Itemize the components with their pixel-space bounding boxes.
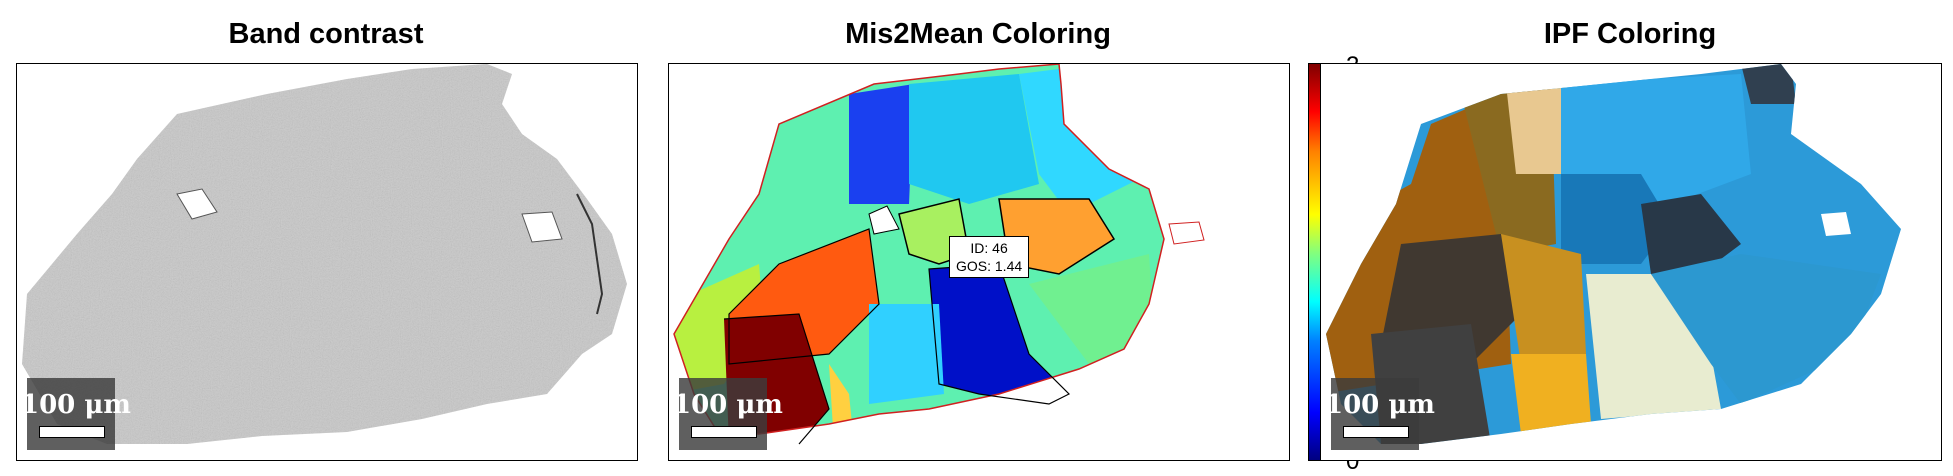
ipf-title: IPF Coloring	[1543, 18, 1717, 50]
band-contrast-grain-shape	[22, 64, 627, 444]
band-contrast-map[interactable]: 100 μm	[16, 63, 638, 461]
scalebar-label: 100 μm	[1325, 390, 1435, 420]
scalebar-bar	[691, 426, 757, 438]
mis2mean-grain-map	[673, 64, 1205, 445]
tooltip-gos: GOS: 1.44	[956, 258, 1023, 274]
mis2mean-scalebar: 100 μm	[673, 378, 783, 450]
ipf-grain-map	[1326, 64, 1901, 444]
ipf-scalebar: 100 μm	[1325, 378, 1435, 450]
mis2mean-title: Mis2Mean Coloring	[845, 18, 1111, 50]
scalebar-label: 100 μm	[673, 390, 783, 420]
ipf-map[interactable]: 100 μm	[1320, 63, 1942, 461]
band-contrast-scalebar: 100 μm	[21, 378, 131, 450]
scalebar-label: 100 μm	[21, 390, 131, 420]
tooltip-id: ID: 46	[970, 240, 1008, 256]
scalebar-bar	[1343, 426, 1409, 438]
grain-info-tooltip: ID: 46 GOS: 1.44	[949, 236, 1030, 278]
scalebar-bar	[39, 426, 105, 438]
band-contrast-title: Band contrast	[228, 18, 424, 50]
mis2mean-map[interactable]: ID: 46 GOS: 1.44 100 μm	[668, 63, 1290, 461]
